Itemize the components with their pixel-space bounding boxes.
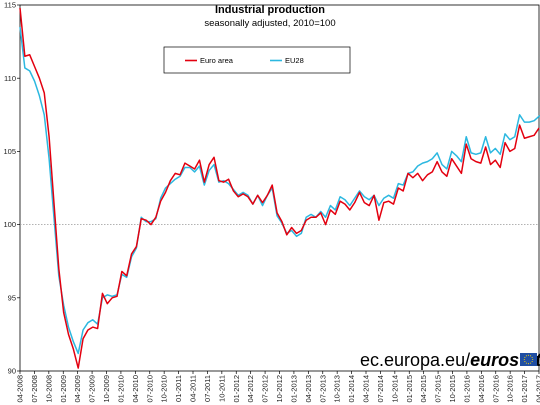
y-tick-label: 100 xyxy=(3,220,16,229)
series-layer xyxy=(19,7,540,369)
x-tick-label: 04-2015 xyxy=(419,375,428,403)
eu-flag-star-icon xyxy=(524,361,526,363)
x-tick-label: 10-2011 xyxy=(217,375,226,402)
x-tick-label: 07-2008 xyxy=(30,375,39,403)
x-tick-label: 04-2009 xyxy=(73,375,82,403)
x-tick-label: 07-2012 xyxy=(261,375,270,403)
x-tick-label: 01-2016 xyxy=(462,375,471,403)
x-tick-label: 07-2011 xyxy=(203,375,212,402)
x-tick-label: 10-2009 xyxy=(102,375,111,403)
x-tick-label: 07-2015 xyxy=(434,375,443,403)
eu-flag-star-icon xyxy=(524,356,526,358)
brand-url: ec.europa.eu/eurostat xyxy=(360,350,540,370)
x-tick-label: 07-2010 xyxy=(145,375,154,403)
x-tick-label: 01-2012 xyxy=(232,375,241,403)
x-tick-label: 07-2014 xyxy=(376,375,385,403)
y-tick-label: 115 xyxy=(4,1,16,10)
x-tick-label: 10-2016 xyxy=(506,375,515,403)
eu-flag-stars-icon xyxy=(523,354,534,365)
x-tick-label: 07-2009 xyxy=(88,375,97,403)
x-tick-label: 04-2011 xyxy=(189,375,198,402)
x-tick-label: 10-2015 xyxy=(448,375,457,403)
x-tick-label: 07-2016 xyxy=(491,375,500,403)
eu-flag-star-icon xyxy=(525,362,527,364)
x-tick-label: 10-2013 xyxy=(333,375,342,403)
y-axis: 90 95 100 105 110 115 xyxy=(3,1,20,376)
x-tick-label: 04-2017 xyxy=(535,375,540,403)
x-tick-label: 04-2010 xyxy=(131,375,140,403)
eu-flag-icon xyxy=(520,353,537,366)
y-tick-label: 105 xyxy=(3,147,16,156)
legend-label-euro-area: Euro area xyxy=(200,56,234,65)
eu-flag-star-icon xyxy=(530,355,532,357)
x-tick-label: 01-2009 xyxy=(59,375,68,403)
x-tick-label: 04-2008 xyxy=(16,375,25,403)
eurostat-branding: ec.europa.eu/eurostat xyxy=(360,350,540,370)
x-tick-label: 01-2015 xyxy=(405,375,414,403)
eu-flag-star-icon xyxy=(530,362,532,364)
x-tick-label: 07-2013 xyxy=(318,375,327,403)
eu-flag-star-icon xyxy=(527,354,530,356)
x-tick-label: 04-2012 xyxy=(246,375,255,403)
x-tick-label: 10-2012 xyxy=(275,375,284,403)
eu-flag-star-icon xyxy=(531,361,533,363)
eu-flag-star-icon xyxy=(532,358,534,361)
x-tick-label: 01-2013 xyxy=(289,375,298,403)
series-line-euro-area xyxy=(19,7,540,369)
y-tick-label: 90 xyxy=(8,367,16,376)
eu-flag-star-icon xyxy=(525,355,527,357)
chart-subtitle: seasonally adjusted, 2010=100 xyxy=(204,18,335,29)
chart-title: Industrial production xyxy=(215,4,325,16)
y-tick-label: 95 xyxy=(8,293,16,302)
brand-url-domain: ec.europa.eu/ xyxy=(360,350,470,370)
x-tick-label: 04-2014 xyxy=(362,375,371,403)
x-tick-label: 01-2011 xyxy=(174,375,183,402)
legend-label-eu28: EU28 xyxy=(285,56,304,65)
x-tick-label: 01-2010 xyxy=(116,375,125,403)
x-tick-label: 04-2013 xyxy=(304,375,313,403)
legend: Euro area EU28 xyxy=(163,46,351,74)
eu-flag-star-icon xyxy=(523,358,525,361)
x-tick-label: 10-2014 xyxy=(390,375,399,403)
eu-flag-star-icon xyxy=(527,363,530,365)
series-line-eu28 xyxy=(19,26,540,355)
y-tick-label: 110 xyxy=(4,74,16,83)
eu-flag-star-icon xyxy=(531,356,533,358)
x-tick-label: 10-2008 xyxy=(44,375,53,403)
x-tick-label: 04-2016 xyxy=(477,375,486,403)
x-tick-label: 01-2014 xyxy=(347,375,356,403)
x-tick-label: 01-2017 xyxy=(520,375,529,403)
x-axis: 04-2008 07-2008 10-2008 01-2009 04-2009 07-20… xyxy=(16,371,540,403)
x-tick-label: 10-2010 xyxy=(160,375,169,403)
